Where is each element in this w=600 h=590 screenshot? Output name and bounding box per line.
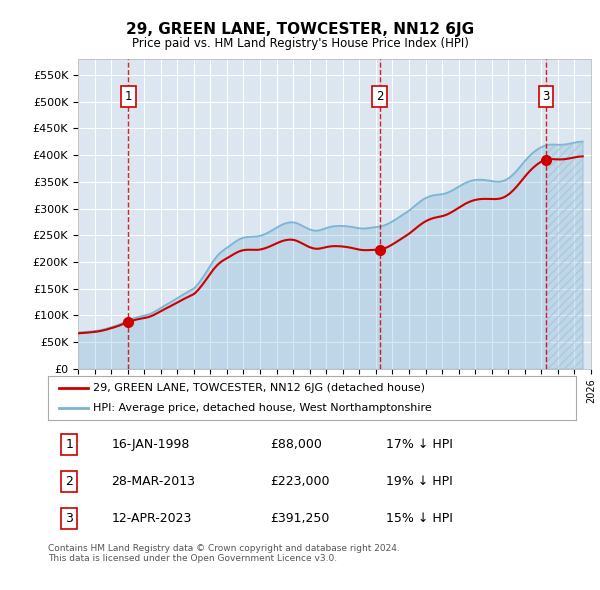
Text: 29, GREEN LANE, TOWCESTER, NN12 6JG (detached house): 29, GREEN LANE, TOWCESTER, NN12 6JG (det… [93,383,425,393]
Text: 15% ↓ HPI: 15% ↓ HPI [386,512,453,525]
Text: 17% ↓ HPI: 17% ↓ HPI [386,438,453,451]
Text: 3: 3 [542,90,550,103]
Text: 29, GREEN LANE, TOWCESTER, NN12 6JG: 29, GREEN LANE, TOWCESTER, NN12 6JG [126,22,474,37]
Text: 28-MAR-2013: 28-MAR-2013 [112,475,196,488]
Text: HPI: Average price, detached house, West Northamptonshire: HPI: Average price, detached house, West… [93,403,431,413]
Text: Contains HM Land Registry data © Crown copyright and database right 2024.
This d: Contains HM Land Registry data © Crown c… [48,544,400,563]
Text: 3: 3 [65,512,73,525]
Text: £88,000: £88,000 [270,438,322,451]
Text: Price paid vs. HM Land Registry's House Price Index (HPI): Price paid vs. HM Land Registry's House … [131,37,469,50]
Text: 19% ↓ HPI: 19% ↓ HPI [386,475,452,488]
Text: 12-APR-2023: 12-APR-2023 [112,512,192,525]
Text: 2: 2 [65,475,73,488]
Text: 16-JAN-1998: 16-JAN-1998 [112,438,190,451]
Text: 1: 1 [125,90,132,103]
Text: £391,250: £391,250 [270,512,329,525]
Text: 1: 1 [65,438,73,451]
Text: 2: 2 [376,90,383,103]
Text: £223,000: £223,000 [270,475,329,488]
